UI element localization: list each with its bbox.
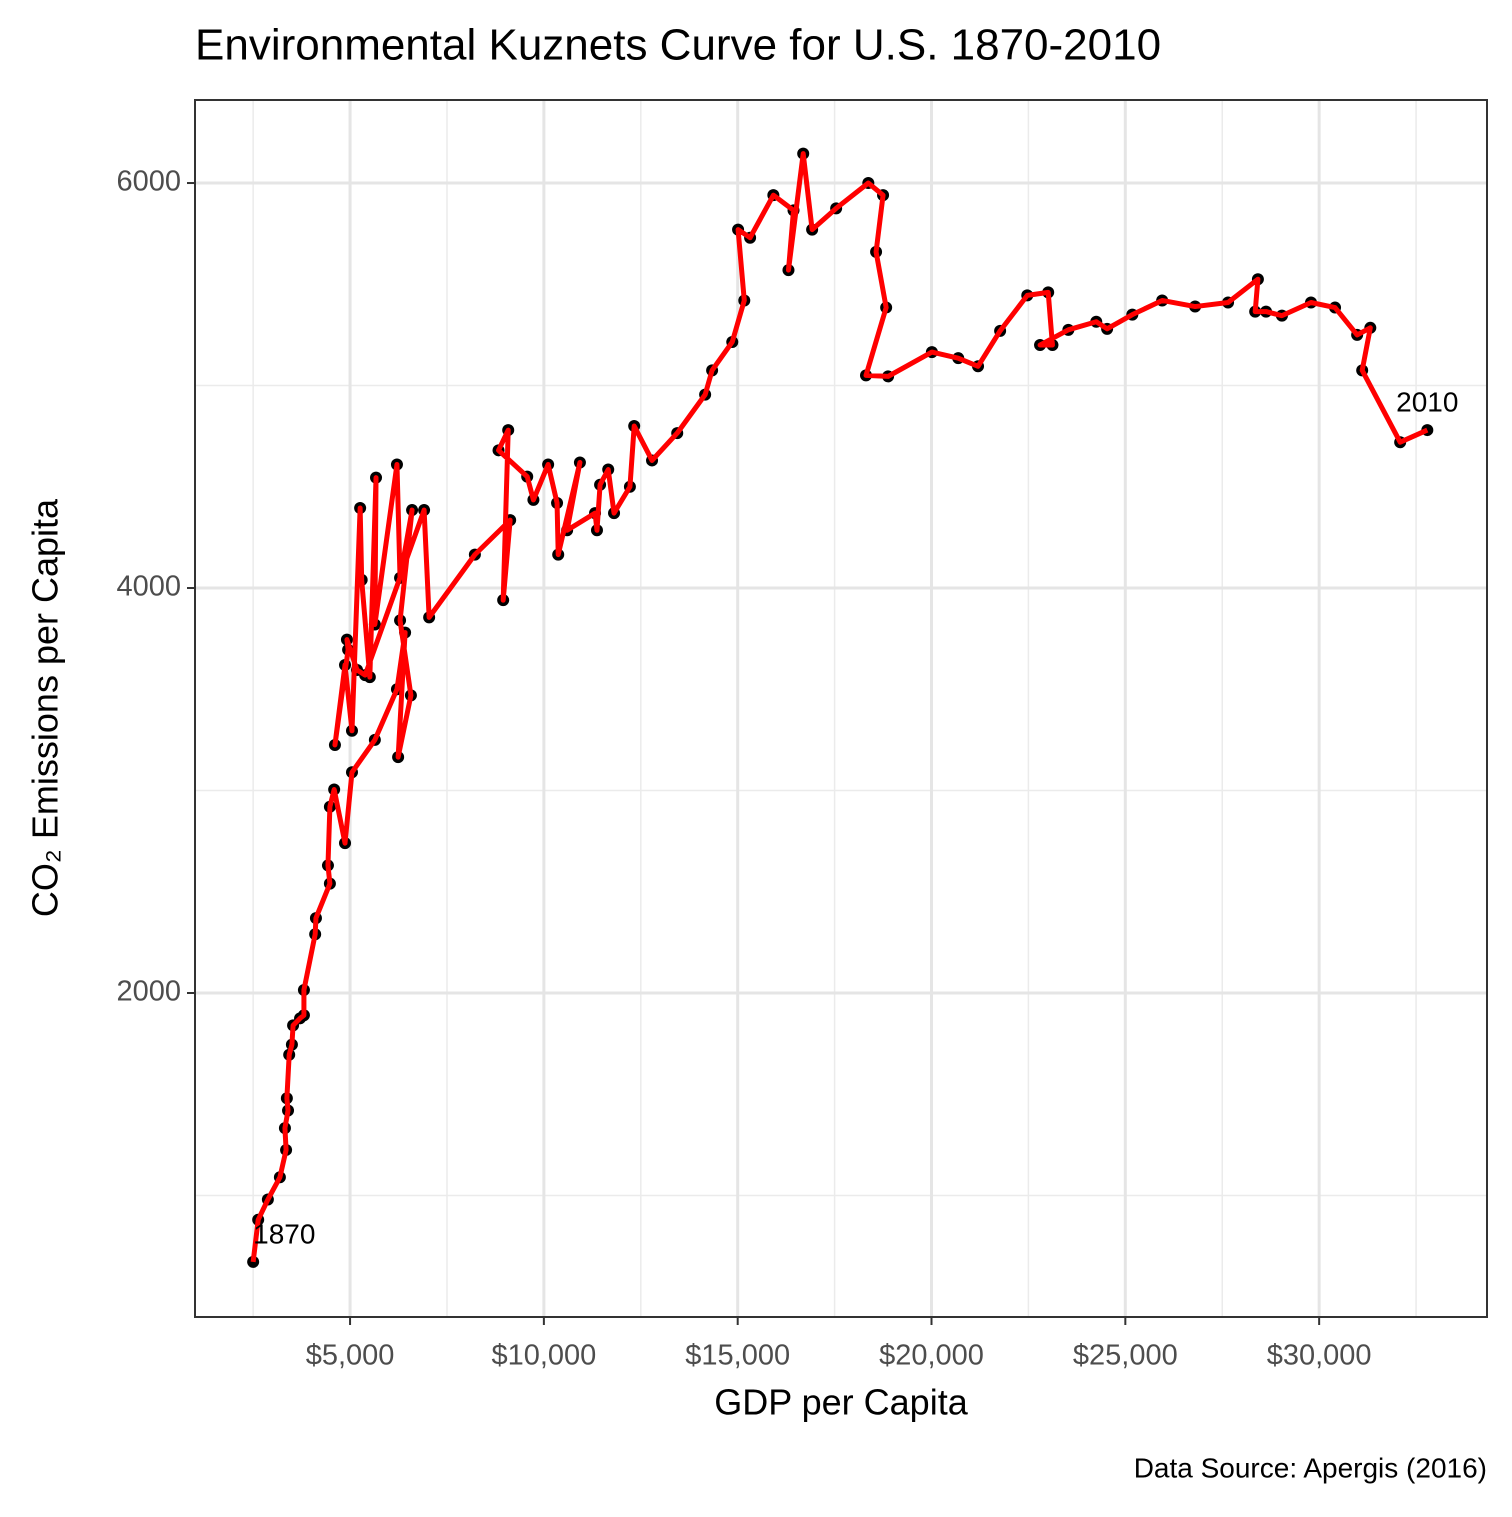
y-axis-label: CO₂ Emissions per Capita — [25, 498, 66, 917]
x-tick-label: $20,000 — [879, 1340, 984, 1372]
point-label: 2010 — [1396, 386, 1458, 417]
panel-border — [194, 99, 1488, 1318]
x-axis-label: GDP per Capita — [714, 1382, 968, 1423]
y-tick-label: 2000 — [116, 976, 181, 1008]
x-tick-label: $15,000 — [685, 1340, 790, 1372]
chart-title: Environmental Kuznets Curve for U.S. 187… — [195, 21, 1161, 70]
line — [250, 151, 1429, 1263]
y-tick-label: 4000 — [116, 571, 181, 603]
caption: Data Source: Apergis (2016) — [1134, 1452, 1487, 1483]
x-tick-label: $30,000 — [1267, 1340, 1372, 1372]
y-tick-label: 6000 — [116, 166, 181, 198]
point-label: 1870 — [253, 1218, 315, 1249]
x-tick-label: $25,000 — [1073, 1340, 1178, 1372]
x-tick-label: $10,000 — [491, 1340, 596, 1372]
x-tick-label: $5,000 — [306, 1340, 395, 1372]
